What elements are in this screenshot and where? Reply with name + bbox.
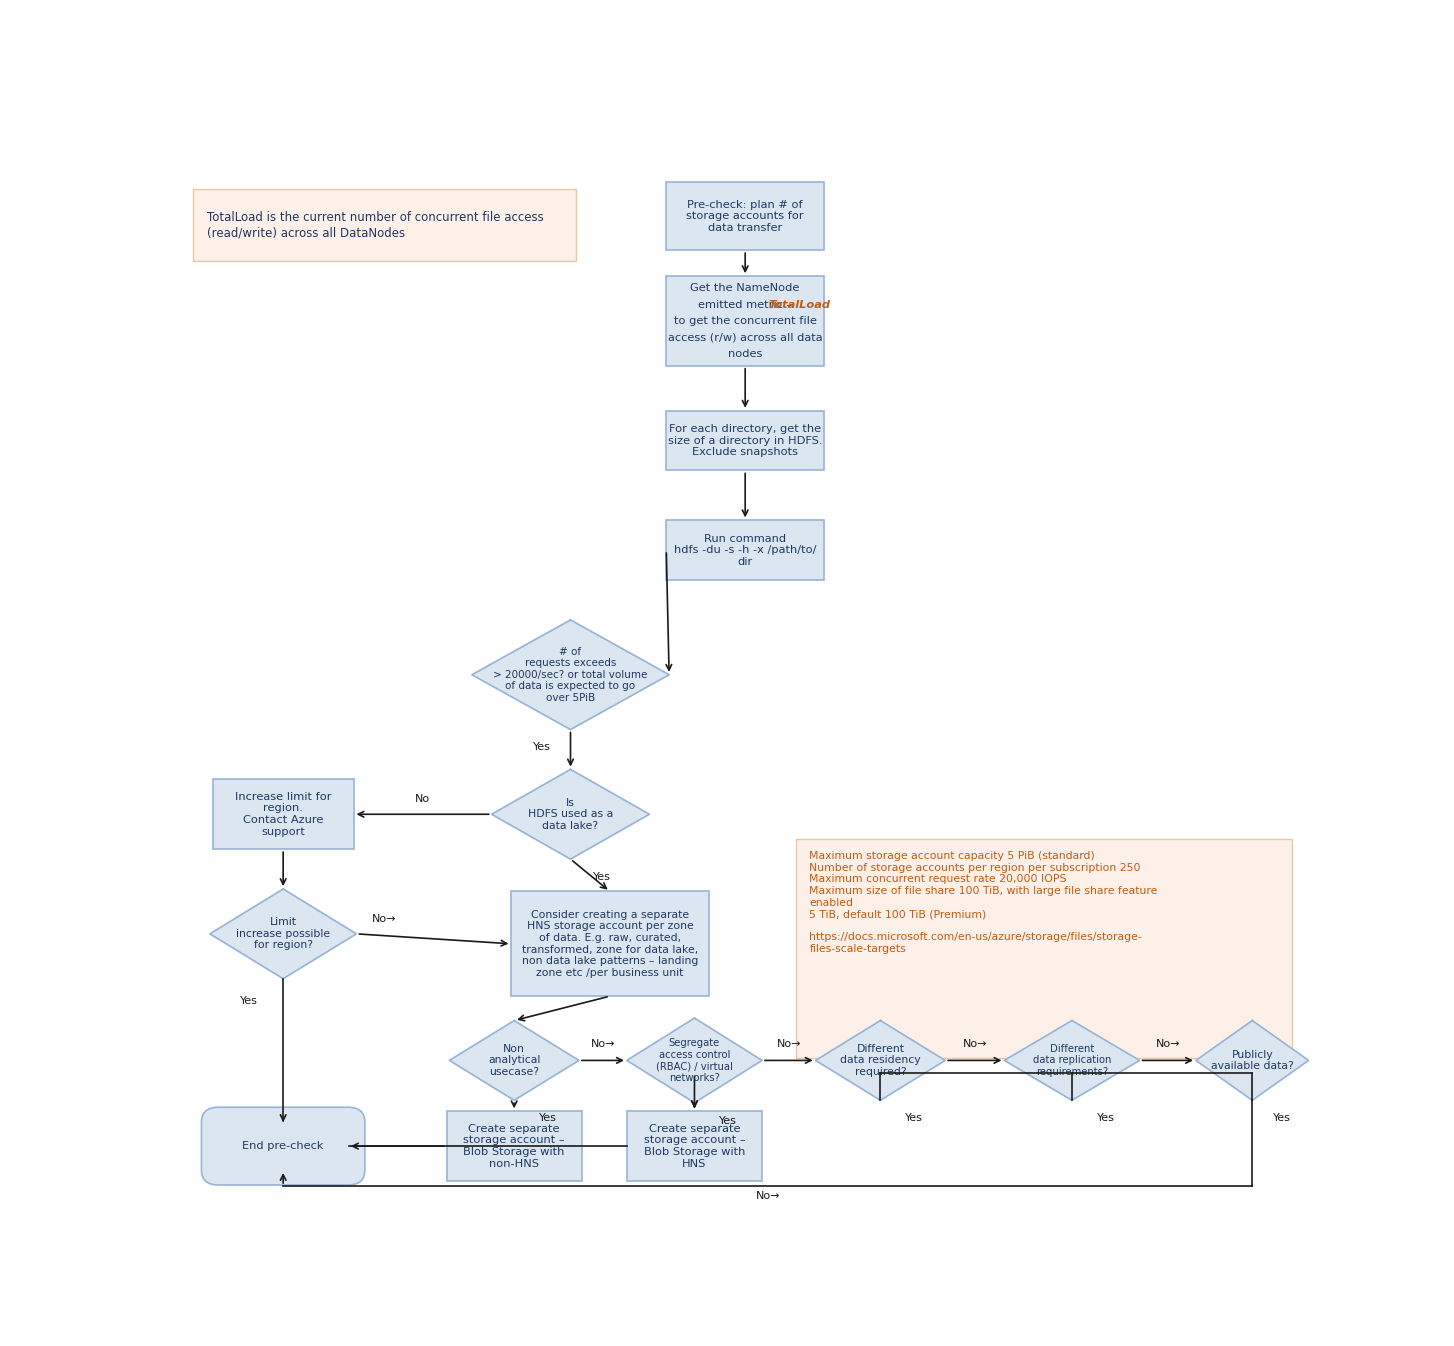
Polygon shape <box>1005 1020 1140 1100</box>
Text: Run command
hdfs -du -s -h -x /path/to/
dir: Run command hdfs -du -s -h -x /path/to/ … <box>673 533 817 567</box>
Text: Yes: Yes <box>534 743 551 752</box>
Text: Get the NameNode: Get the NameNode <box>691 284 800 293</box>
Text: No→: No→ <box>776 1039 801 1050</box>
Text: Create separate
storage account –
Blob Storage with
non-HNS: Create separate storage account – Blob S… <box>464 1124 566 1168</box>
Text: Yes: Yes <box>539 1113 557 1123</box>
Text: No→: No→ <box>963 1039 987 1050</box>
Text: Yes: Yes <box>593 872 611 882</box>
FancyBboxPatch shape <box>666 183 824 250</box>
FancyBboxPatch shape <box>446 1112 582 1180</box>
Polygon shape <box>473 621 669 730</box>
Text: Yes: Yes <box>906 1113 923 1123</box>
Text: Increase limit for
region.
Contact Azure
support: Increase limit for region. Contact Azure… <box>236 791 332 837</box>
Text: emitted metric –: emitted metric – <box>698 300 792 310</box>
Text: Yes: Yes <box>240 996 259 1005</box>
FancyBboxPatch shape <box>202 1108 365 1184</box>
Text: No→: No→ <box>590 1039 615 1050</box>
Text: TotalLoad: TotalLoad <box>768 300 830 310</box>
Text: No→: No→ <box>1156 1039 1181 1050</box>
Text: Segregate
access control
(RBAC) / virtual
networks?: Segregate access control (RBAC) / virtua… <box>656 1038 733 1082</box>
Text: Yes: Yes <box>1096 1113 1115 1123</box>
Polygon shape <box>209 888 356 979</box>
Text: No→: No→ <box>756 1191 779 1201</box>
FancyBboxPatch shape <box>212 779 353 849</box>
Polygon shape <box>627 1018 762 1102</box>
Polygon shape <box>449 1020 579 1100</box>
Text: Publicly
available data?: Publicly available data? <box>1211 1050 1294 1071</box>
Text: Limit
increase possible
for region?: Limit increase possible for region? <box>236 917 330 950</box>
Text: TotalLoad is the current number of concurrent file access
(read/write) across al: TotalLoad is the current number of concu… <box>206 211 544 240</box>
Text: Non
analytical
usecase?: Non analytical usecase? <box>489 1043 541 1077</box>
Text: Consider creating a separate
HNS storage account per zone
of data. E.g. raw, cur: Consider creating a separate HNS storage… <box>522 910 698 977</box>
Text: Create separate
storage account –
Blob Storage with
HNS: Create separate storage account – Blob S… <box>644 1124 746 1168</box>
FancyBboxPatch shape <box>666 411 824 471</box>
FancyBboxPatch shape <box>666 276 824 366</box>
FancyBboxPatch shape <box>512 891 708 996</box>
FancyBboxPatch shape <box>627 1112 762 1180</box>
Text: Pre-check: plan # of
storage accounts for
data transfer: Pre-check: plan # of storage accounts fo… <box>686 199 804 233</box>
Text: Maximum storage account capacity 5 PiB (standard)
Number of storage accounts per: Maximum storage account capacity 5 PiB (… <box>810 851 1157 954</box>
FancyBboxPatch shape <box>193 190 576 261</box>
FancyBboxPatch shape <box>795 839 1291 1058</box>
Polygon shape <box>816 1020 945 1100</box>
Text: End pre-check: End pre-check <box>243 1141 324 1151</box>
Text: to get the concurrent file: to get the concurrent file <box>673 316 817 326</box>
Text: No: No <box>414 794 430 805</box>
Text: Yes: Yes <box>1272 1113 1291 1123</box>
Text: Is
HDFS used as a
data lake?: Is HDFS used as a data lake? <box>528 798 614 830</box>
Text: No→: No→ <box>372 914 397 923</box>
Text: access (r/w) across all data: access (r/w) across all data <box>667 332 823 342</box>
Text: Different
data replication
requirements?: Different data replication requirements? <box>1032 1043 1111 1077</box>
Text: nodes: nodes <box>728 349 762 358</box>
Text: For each directory, get the
size of a directory in HDFS.
Exclude snapshots: For each directory, get the size of a di… <box>667 424 823 458</box>
Text: # of
requests exceeds
> 20000/sec? or total volume
of data is expected to go
ove: # of requests exceeds > 20000/sec? or to… <box>493 646 647 703</box>
Polygon shape <box>491 770 650 859</box>
FancyBboxPatch shape <box>666 521 824 580</box>
Polygon shape <box>1195 1020 1309 1100</box>
Text: Different
data residency
required?: Different data residency required? <box>840 1043 920 1077</box>
Text: Yes: Yes <box>720 1116 737 1125</box>
